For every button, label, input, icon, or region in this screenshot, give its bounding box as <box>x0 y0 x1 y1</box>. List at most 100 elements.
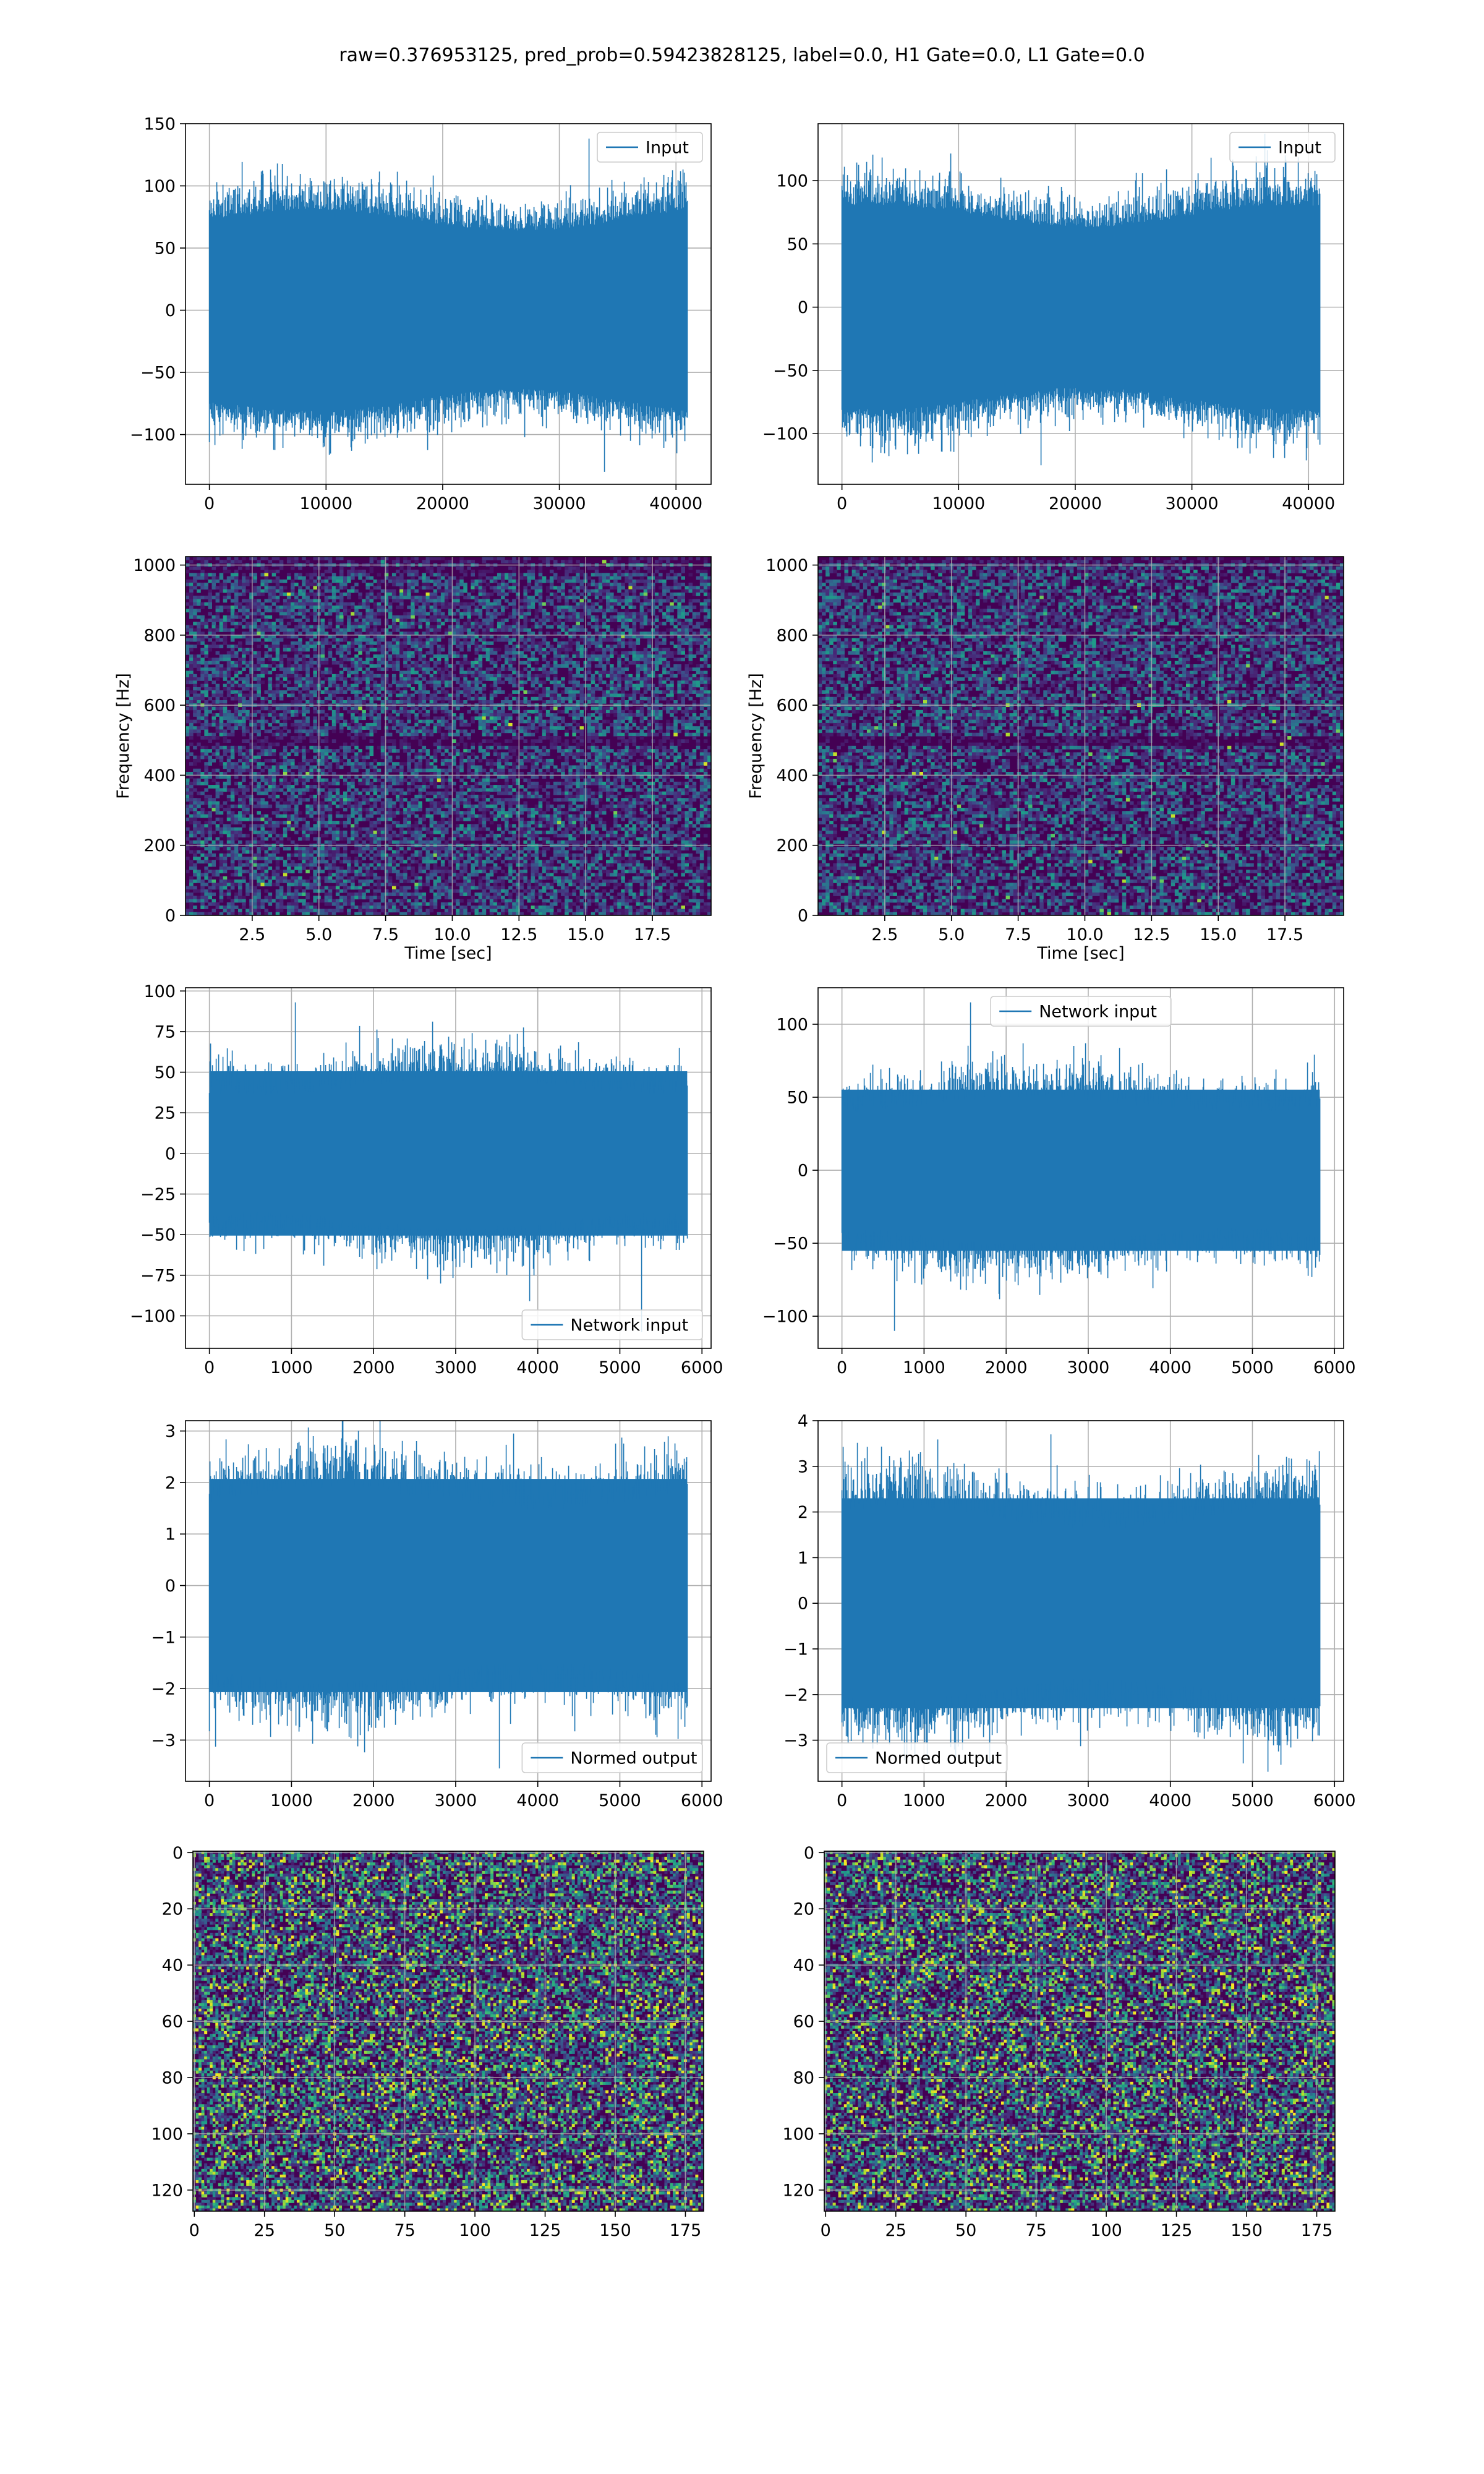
h1-spectrogram-cell <box>358 657 362 662</box>
h1-spectrogram-cell <box>335 625 340 629</box>
h1-spectrogram-cell <box>673 586 678 590</box>
h1-spectrogram-cell <box>643 622 648 626</box>
h1-spectrogram-cell <box>549 722 554 727</box>
h1-spectrogram-cell <box>380 635 385 639</box>
h1-spectrogram-cell <box>444 713 449 717</box>
h1-spectrogram-cell <box>433 687 438 691</box>
h1-spectrogram-cell <box>538 606 543 609</box>
h1-spectrogram-cell <box>249 661 254 665</box>
h1-spectrogram-cell <box>508 700 513 704</box>
h1-spectrogram-cell <box>621 661 625 665</box>
h1-spectrogram-cell <box>335 683 340 688</box>
h1-spectrogram-cell <box>448 576 453 580</box>
h1-spectrogram-cell <box>193 622 197 626</box>
h1-spectrogram-cell <box>271 709 276 714</box>
h1-spectrogram-cell <box>429 683 434 688</box>
h1-spectrogram-cell <box>377 690 382 694</box>
h1-spectrogram-cell <box>579 599 584 603</box>
h1-spectrogram-cell <box>365 641 370 645</box>
h1-spectrogram-cell <box>444 683 449 688</box>
h1-spectrogram-cell <box>230 622 235 626</box>
h1-spectrogram-cell <box>538 651 543 655</box>
h1-spectrogram-cell <box>703 570 708 573</box>
h1-spectrogram-cell <box>324 687 329 691</box>
h1-spectrogram-cell <box>681 726 685 730</box>
h1-spectrogram-cell <box>639 696 644 701</box>
h1-spectrogram-cell <box>351 657 355 662</box>
h1-spectrogram-cell <box>365 606 370 609</box>
h1-spectrogram-cell <box>373 654 378 658</box>
h1-spectrogram-cell <box>211 576 216 580</box>
h1-spectrogram-cell <box>403 726 407 730</box>
h1-spectrogram-cell <box>493 609 498 613</box>
h1-spectrogram-cell <box>576 570 580 573</box>
h1-spectrogram-cell <box>478 690 483 694</box>
h1-spectrogram-cell <box>343 680 348 685</box>
h1-spectrogram-cell <box>598 722 603 727</box>
h1-spectrogram-cell <box>598 677 603 681</box>
h1-spectrogram-cell <box>587 612 592 616</box>
h1-spectrogram-cell <box>516 674 520 678</box>
h1-spectrogram-cell <box>418 664 422 668</box>
h1-spectrogram-cell <box>463 719 467 724</box>
h1-spectrogram-cell <box>650 719 655 724</box>
h1-spectrogram-cell <box>380 648 385 652</box>
h1-spectrogram-cell <box>388 654 393 658</box>
h1-spectrogram-cell <box>617 618 621 622</box>
h1-spectrogram-cell <box>681 693 685 698</box>
h1-spectrogram-cell <box>576 612 580 616</box>
h1-spectrogram-cell <box>298 722 302 727</box>
h1-spectrogram-cell <box>527 726 532 730</box>
h1-spectrogram-cell <box>358 570 362 573</box>
h1-spectrogram-cell <box>452 618 456 622</box>
h1-spectrogram-cell <box>621 709 625 714</box>
h1-spectrogram-cell <box>422 644 427 649</box>
h1-spectrogram-cell <box>493 713 498 717</box>
h1-spectrogram-cell <box>471 696 475 701</box>
h1-spectrogram-cell <box>497 557 501 560</box>
h1-spectrogram-cell <box>643 631 648 636</box>
h1-spectrogram-cell <box>399 680 404 685</box>
h1-spectrogram-cell <box>587 615 592 619</box>
h1-spectrogram-cell <box>226 557 231 560</box>
h1-spectrogram-cell <box>647 700 652 704</box>
h1-spectrogram-cell <box>418 719 422 724</box>
h1-spectrogram-cell <box>459 690 464 694</box>
h1-spectrogram-cell <box>197 693 201 698</box>
h1-spectrogram-cell <box>302 661 306 665</box>
h1-spectrogram-cell <box>508 693 513 698</box>
h1-spectrogram-cell <box>662 654 667 658</box>
h1-spectrogram-cell <box>403 706 407 711</box>
h1-spectrogram-cell <box>362 726 366 730</box>
h1-spectrogram-cell <box>670 667 674 672</box>
h1-spectrogram-cell <box>313 625 317 629</box>
h1-spectrogram-cell <box>643 667 648 672</box>
h1-spectrogram-cell <box>351 726 355 730</box>
h1-spectrogram-cell <box>230 677 235 681</box>
h1-spectrogram-cell <box>211 635 216 639</box>
h1-spectrogram-cell <box>501 609 505 613</box>
h1-spectrogram-cell <box>621 700 625 704</box>
h1-spectrogram-cell <box>249 641 254 645</box>
h1-spectrogram-cell <box>489 566 494 570</box>
h1-spectrogram-cell <box>391 667 396 672</box>
h1-spectrogram-cell <box>257 677 261 681</box>
h1-spectrogram-cell <box>186 674 190 678</box>
h1-spectrogram-cell <box>391 680 396 685</box>
h1-spectrogram-cell <box>391 560 396 564</box>
h1-spectrogram-cell <box>294 700 299 704</box>
h1-spectrogram-cell <box>373 716 378 721</box>
h1-spectrogram-cell <box>309 690 313 694</box>
h1-spectrogram-cell <box>628 573 633 577</box>
h1-spectrogram-cell <box>579 618 584 622</box>
h1-spectrogram-cell <box>594 664 599 668</box>
h1-spectrogram-cell <box>219 726 224 730</box>
l1-input-x-tick-label: 0 <box>837 494 847 513</box>
h1-spectrogram-cell <box>335 700 340 704</box>
h1-spectrogram-cell <box>617 709 621 714</box>
h1-spectrogram-cell <box>429 677 434 681</box>
h1-spectrogram-cell <box>411 589 415 593</box>
h1-spectrogram-cell <box>373 683 378 688</box>
h1-spectrogram-cell <box>534 589 539 593</box>
h1-spectrogram-cell <box>512 599 516 603</box>
